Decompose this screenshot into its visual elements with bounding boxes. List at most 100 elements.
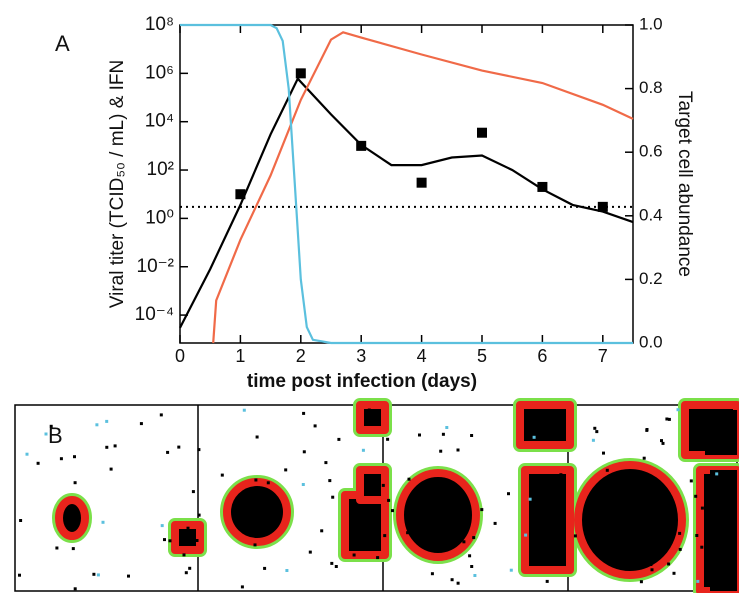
y-tick-label: 10⁶	[145, 62, 174, 83]
y-tick-label: 10⁸	[145, 14, 174, 35]
y-tick-label: 10⁻⁴	[135, 304, 174, 325]
cell-dot	[470, 434, 474, 437]
cell-dot	[160, 524, 164, 528]
cell-dot	[308, 550, 312, 554]
cell-dot	[361, 448, 365, 452]
cell-dot	[480, 508, 484, 512]
cell-dot	[422, 530, 426, 534]
cell-dot	[177, 445, 181, 449]
cell-dot	[470, 565, 474, 568]
cell-dot	[715, 472, 719, 476]
cell-dot	[127, 574, 130, 578]
y2-tick-label: 1.0	[639, 14, 663, 33]
cell-dot	[593, 426, 597, 430]
cell-dot	[532, 435, 536, 439]
data-point	[537, 181, 548, 192]
cell-dot	[700, 506, 704, 510]
cell-dot	[95, 423, 99, 427]
cell-dot	[313, 424, 317, 428]
cell-dot	[450, 578, 454, 582]
cell-dot	[92, 572, 96, 576]
y2-tick-label: 0.0	[639, 332, 663, 351]
cell-dot	[547, 496, 551, 500]
series-line	[179, 76, 634, 329]
cell-dot	[694, 494, 698, 498]
cell-dot	[324, 461, 328, 465]
cell-dot	[406, 531, 410, 535]
cell-dot	[301, 483, 305, 486]
cell-dot	[559, 473, 563, 477]
y-tick-label: 10⁴	[145, 111, 174, 132]
cell-dot	[537, 524, 541, 528]
y2-axis-label: Target cell abundance	[674, 91, 695, 277]
cell-dot	[168, 539, 172, 543]
cell-dot	[447, 538, 451, 542]
cell-dot	[109, 467, 113, 471]
cell-dot	[493, 521, 497, 525]
cell-dot	[678, 547, 682, 551]
cell-dot	[645, 428, 649, 432]
cell-dot	[197, 448, 201, 452]
cell-dot	[255, 503, 259, 507]
plot-frame	[179, 24, 634, 344]
cell-dot	[73, 587, 77, 591]
y2-tick-label: 0.2	[639, 269, 663, 288]
cell-dot	[191, 490, 195, 494]
cell-dot	[696, 579, 700, 583]
cell-dot	[182, 553, 186, 557]
cell-dot	[255, 435, 259, 439]
cell-dot	[595, 430, 599, 434]
cell-dot	[73, 481, 77, 485]
cell-dot	[665, 417, 669, 421]
cell-dot	[462, 540, 466, 544]
series-line	[212, 31, 634, 344]
cell-dot	[96, 573, 100, 577]
cell-dot	[186, 526, 190, 530]
cell-dot	[242, 408, 246, 412]
cell-dot	[381, 483, 385, 487]
y2-tick-label: 0.8	[639, 78, 663, 97]
cell-dot	[376, 556, 380, 560]
cell-dot	[159, 413, 163, 417]
cell-dot	[302, 411, 306, 415]
cell-dot	[661, 441, 665, 445]
y-tick-label: 10⁻²	[137, 256, 175, 277]
x-tick-label: 1	[235, 346, 245, 366]
cell-dot	[472, 536, 476, 540]
y2-tick-label: 0.4	[639, 205, 663, 224]
cell-dot	[536, 484, 540, 488]
panel-b: B	[14, 398, 739, 593]
cell-dot	[468, 554, 472, 558]
cell-dot	[407, 477, 411, 481]
cell-dot	[113, 444, 117, 448]
cell-dot	[166, 450, 170, 454]
data-point	[356, 140, 367, 151]
cell-dot	[635, 522, 639, 526]
cell-dot	[689, 479, 693, 483]
cell-dot	[352, 553, 356, 557]
cell-dots	[18, 408, 732, 591]
cell-dot	[456, 448, 460, 452]
cell-dot	[320, 529, 324, 533]
cell-dot	[184, 571, 188, 575]
cell-dot	[302, 450, 306, 454]
cell-dot	[695, 534, 699, 537]
cell-dot	[337, 437, 341, 441]
data-point	[416, 177, 427, 188]
cell-dot	[163, 538, 166, 542]
data-point	[477, 127, 487, 138]
cell-dot	[331, 495, 335, 499]
cell-dot	[367, 408, 371, 412]
cell-dot	[334, 565, 338, 568]
cell-dot	[18, 573, 21, 577]
x-tick-label: 4	[417, 346, 427, 366]
cell-dot	[371, 510, 375, 514]
cell-dot	[418, 433, 421, 437]
cell-dot	[188, 566, 192, 570]
cell-dot	[391, 509, 394, 513]
cell-dot	[373, 508, 377, 512]
cell-dot	[36, 461, 40, 465]
cell-dot	[650, 568, 654, 572]
cell-dot	[637, 550, 641, 554]
